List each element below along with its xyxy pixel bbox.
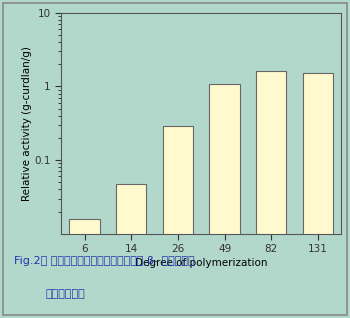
Text: 重合度の影響: 重合度の影響 — [46, 289, 85, 299]
Bar — [163, 126, 193, 318]
Bar — [256, 71, 286, 318]
Text: Fig.2　 リムルス試薬の反応性に及ぼす β- グルカンの: Fig.2 リムルス試薬の反応性に及ぼす β- グルカンの — [14, 256, 195, 266]
Y-axis label: Relative activity (g-curdlan/g): Relative activity (g-curdlan/g) — [22, 46, 32, 201]
X-axis label: Degree of polymerization: Degree of polymerization — [135, 258, 267, 268]
Bar — [116, 183, 146, 318]
Bar — [69, 219, 100, 318]
Bar — [209, 84, 240, 318]
Bar — [303, 73, 333, 318]
